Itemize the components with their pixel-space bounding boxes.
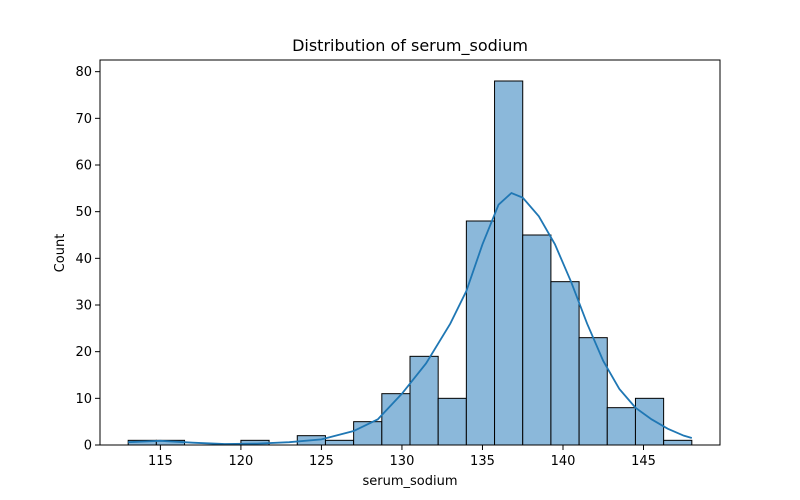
y-tick-label: 40 [75,252,92,267]
y-tick-label: 60 [75,159,92,174]
x-tick-label: 140 [551,454,576,469]
histogram-bar-17 [606,407,636,446]
y-tick-label: 50 [75,205,92,220]
y-tick-label: 0 [84,439,92,454]
x-axis-label: serum_sodium [362,474,457,489]
histogram-bar-18 [634,397,665,446]
y-tick-label: 70 [75,112,92,127]
histogram-bar-11 [437,397,467,446]
histogram-bar-19 [663,439,693,446]
y-axis-ticks: 0 10 20 30 40 50 60 70 80 [75,65,100,454]
x-axis-ticks: 115 120 125 130 135 140 145 [148,445,656,469]
histogram-bar-15 [550,281,580,446]
y-axis-label: Count [53,234,68,273]
x-tick-label: 125 [309,454,334,469]
x-tick-label: 130 [390,454,415,469]
x-tick-label: 145 [631,454,656,469]
histogram-bar-14 [522,234,552,446]
y-tick-label: 20 [75,345,92,360]
histogram-bar-12 [465,220,496,446]
y-tick-label: 80 [75,65,92,80]
histogram-bar-13 [494,80,524,446]
y-tick-label: 10 [75,392,92,407]
y-tick-label: 30 [75,299,92,314]
plot-frame [99,59,721,446]
x-tick-label: 135 [470,454,495,469]
histogram-bar-10 [409,355,439,446]
chart-title: Distribution of serum_sodium [292,36,528,56]
kde-curve [128,191,693,445]
histogram-bar-16 [578,337,608,446]
histogram-bar-7 [324,439,355,446]
x-tick-label: 115 [148,454,173,469]
x-tick-label: 120 [228,454,253,469]
histogram-bar-9 [381,393,411,446]
